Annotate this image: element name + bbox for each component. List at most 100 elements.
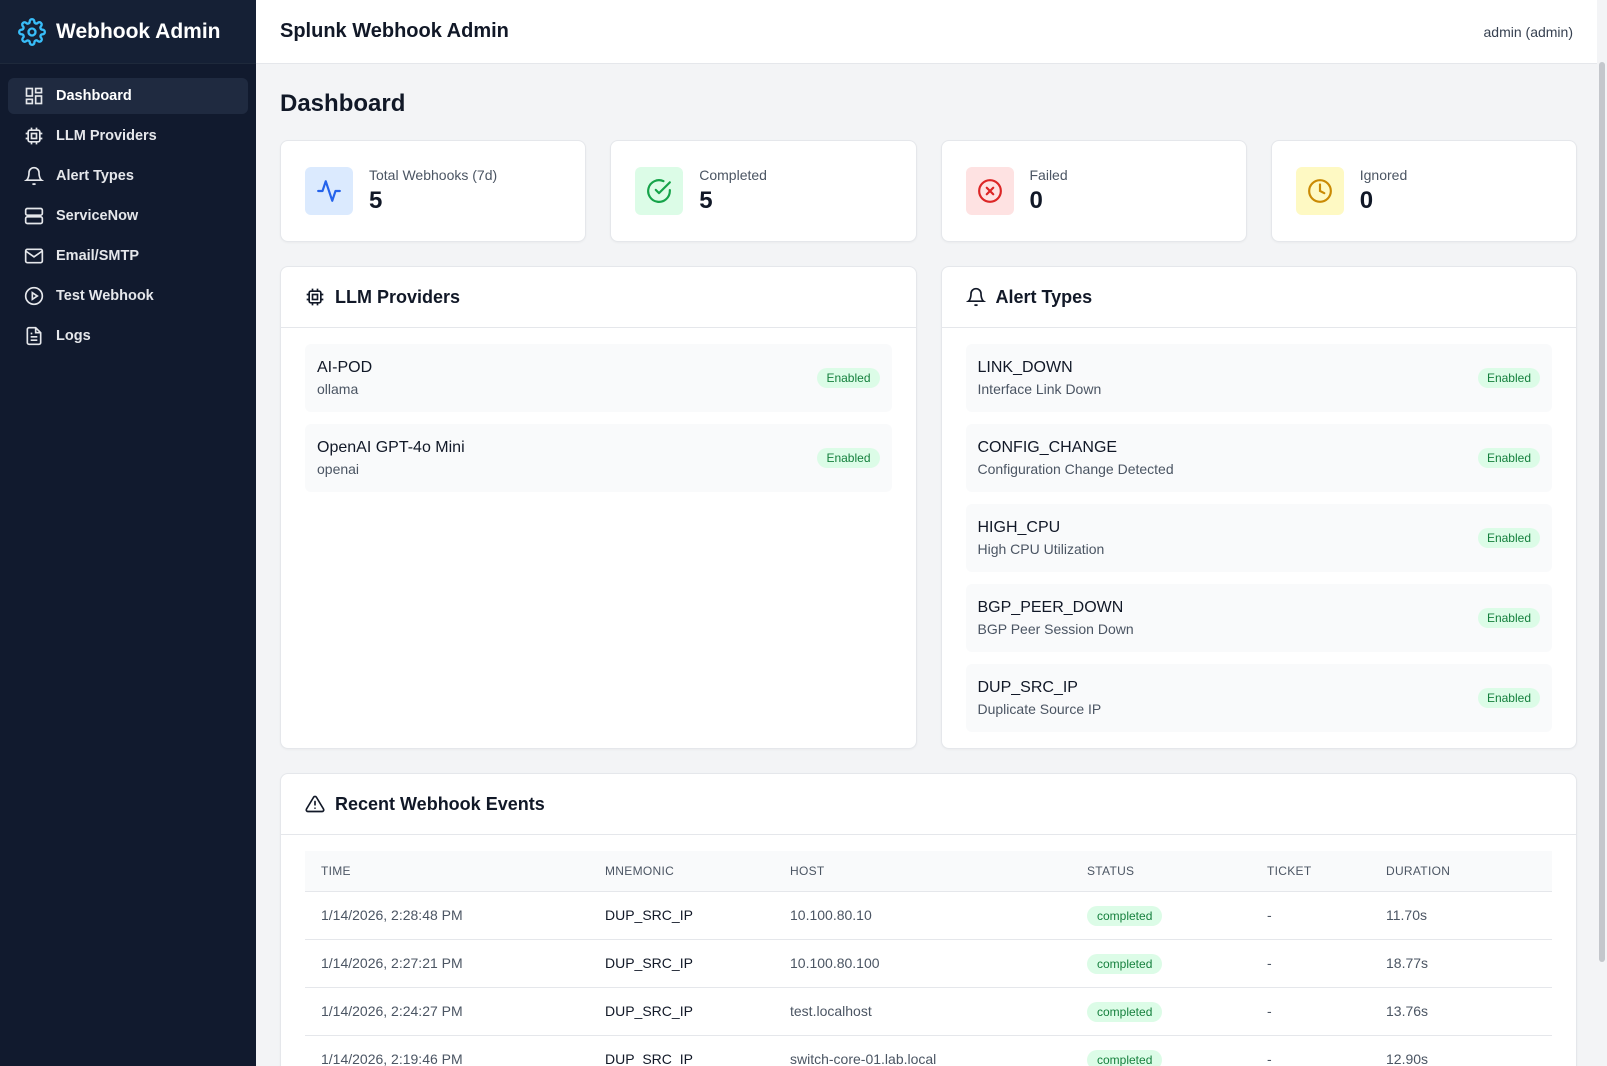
column-header-mnemonic[interactable]: MNEMONIC bbox=[589, 851, 774, 891]
panel-title: Alert Types bbox=[995, 286, 1093, 307]
table-row[interactable]: 1/14/2026, 2:27:21 PM DUP_SRC_IP 10.100.… bbox=[305, 938, 1552, 987]
scrollbar-thumb[interactable] bbox=[1599, 62, 1605, 962]
column-header-status[interactable]: STATUS bbox=[1071, 851, 1251, 891]
events-table: TIME MNEMONIC HOST STATUS TICKET DURATIO… bbox=[305, 851, 1552, 1066]
table-row[interactable]: 1/14/2026, 2:24:27 PM DUP_SRC_IP test.lo… bbox=[305, 986, 1552, 1035]
sidebar-item-alert-types[interactable]: Alert Types bbox=[8, 158, 248, 194]
table-row[interactable]: 1/14/2026, 2:19:46 PM DUP_SRC_IP switch-… bbox=[305, 1034, 1552, 1066]
stat-icon-box bbox=[305, 167, 353, 215]
sidebar-item-test-webhook[interactable]: Test Webhook bbox=[8, 278, 248, 314]
provider-type: ollama bbox=[317, 381, 359, 397]
scrollbar[interactable] bbox=[1597, 0, 1607, 1066]
list-item[interactable]: OpenAI GPT-4o Mini openai Enabled bbox=[305, 424, 892, 492]
clock-icon bbox=[1307, 179, 1332, 203]
status-badge: Enabled bbox=[817, 368, 880, 388]
alert-desc: Interface Link Down bbox=[977, 381, 1102, 397]
stat-label: Completed bbox=[699, 167, 767, 183]
column-header-duration[interactable]: DURATION bbox=[1370, 851, 1552, 891]
sidebar-item-llm-providers[interactable]: LLM Providers bbox=[8, 118, 248, 154]
sidebar-item-label: Alert Types bbox=[56, 168, 134, 184]
cell-time: 1/14/2026, 2:27:21 PM bbox=[305, 938, 589, 987]
alert-triangle-icon bbox=[305, 795, 325, 813]
provider-name: OpenAI GPT-4o Mini bbox=[317, 439, 465, 456]
stat-icon-box bbox=[965, 167, 1014, 215]
alert-desc: High CPU Utilization bbox=[977, 541, 1105, 557]
status-badge: Enabled bbox=[1477, 448, 1540, 468]
column-header-time[interactable]: TIME bbox=[305, 851, 589, 891]
cell-duration: 11.70s bbox=[1370, 890, 1552, 939]
list-item[interactable]: LINK_DOWN Interface Link Down Enabled bbox=[965, 344, 1552, 412]
server-icon bbox=[24, 207, 44, 225]
stat-card-completed: Completed 5 bbox=[610, 140, 917, 242]
stat-label: Ignored bbox=[1359, 167, 1408, 183]
panel-header: Alert Types bbox=[941, 267, 1576, 328]
provider-name: AI-POD bbox=[317, 359, 373, 376]
column-header-host[interactable]: HOST bbox=[774, 851, 1071, 891]
user-menu[interactable]: admin (admin) bbox=[1483, 23, 1573, 40]
sidebar-item-label: Test Webhook bbox=[56, 288, 154, 304]
page-title: Dashboard bbox=[280, 90, 406, 117]
cell-status: completed bbox=[1071, 1034, 1251, 1066]
play-circle-icon bbox=[24, 286, 44, 306]
sidebar-item-servicenow[interactable]: ServiceNow bbox=[8, 198, 248, 234]
cell-status: completed bbox=[1071, 986, 1251, 1035]
stat-value: 5 bbox=[699, 187, 713, 214]
check-circle-icon bbox=[647, 179, 672, 203]
alert-desc: Configuration Change Detected bbox=[977, 461, 1174, 477]
stat-card-ignored: Ignored 0 bbox=[1270, 140, 1577, 242]
list-item[interactable]: CONFIG_CHANGE Configuration Change Detec… bbox=[965, 424, 1552, 492]
cpu-icon bbox=[25, 127, 43, 145]
status-badge: Enabled bbox=[1477, 528, 1540, 548]
table-row[interactable]: 1/14/2026, 2:28:48 PM DUP_SRC_IP 10.100.… bbox=[305, 890, 1552, 939]
cell-host: switch-core-01.lab.local bbox=[774, 1034, 1071, 1066]
cell-host: test.localhost bbox=[774, 986, 1071, 1035]
cell-ticket: - bbox=[1251, 890, 1370, 939]
app-title: Splunk Webhook Admin bbox=[280, 20, 509, 42]
sidebar-item-label: Email/SMTP bbox=[56, 248, 139, 264]
cell-mnemonic: DUP_SRC_IP bbox=[589, 890, 774, 939]
sidebar-item-email-smtp[interactable]: Email/SMTP bbox=[8, 238, 248, 274]
sidebar-item-dashboard[interactable]: Dashboard bbox=[8, 78, 248, 114]
cell-status: completed bbox=[1071, 890, 1251, 939]
status-badge: completed bbox=[1087, 1050, 1163, 1066]
mail-icon bbox=[24, 248, 44, 264]
list-item[interactable]: BGP_PEER_DOWN BGP Peer Session Down Enab… bbox=[965, 584, 1552, 652]
llm-providers-panel: LLM Providers AI-POD ollama Enabled Open… bbox=[280, 266, 917, 749]
dashboard-icon bbox=[25, 87, 43, 105]
sidebar-item-logs[interactable]: Logs bbox=[8, 318, 248, 354]
status-badge: Enabled bbox=[1477, 608, 1540, 628]
panel-header: Recent Webhook Events bbox=[281, 774, 1576, 835]
status-badge: completed bbox=[1087, 1002, 1163, 1022]
cell-mnemonic: DUP_SRC_IP bbox=[589, 1034, 774, 1066]
cell-time: 1/14/2026, 2:24:27 PM bbox=[305, 986, 589, 1035]
stat-value: 0 bbox=[1359, 187, 1374, 214]
alert-desc: Duplicate Source IP bbox=[977, 701, 1102, 717]
stat-card-failed: Failed 0 bbox=[940, 140, 1247, 242]
main-content: Dashboard Total Webhooks (7d) 5 Complete… bbox=[280, 64, 1577, 1066]
cell-status: completed bbox=[1071, 938, 1251, 987]
status-badge: completed bbox=[1087, 906, 1163, 926]
status-badge: Enabled bbox=[1477, 368, 1540, 388]
cell-mnemonic: DUP_SRC_IP bbox=[589, 986, 774, 1035]
x-circle-icon bbox=[977, 179, 1002, 203]
table-header-row: TIME MNEMONIC HOST STATUS TICKET DURATIO… bbox=[305, 851, 1552, 891]
stat-value: 5 bbox=[369, 187, 383, 214]
list-item[interactable]: AI-POD ollama Enabled bbox=[305, 344, 892, 412]
list-item[interactable]: HIGH_CPU High CPU Utilization Enabled bbox=[965, 504, 1552, 572]
stat-label: Failed bbox=[1029, 167, 1068, 183]
list-item[interactable]: DUP_SRC_IP Duplicate Source IP Enabled bbox=[965, 664, 1552, 732]
panel-title: LLM Providers bbox=[335, 286, 461, 307]
cpu-icon bbox=[306, 288, 324, 306]
panel-title: Recent Webhook Events bbox=[335, 793, 545, 814]
stat-icon-box bbox=[1295, 167, 1344, 215]
top-header: Splunk Webhook Admin admin (admin) bbox=[256, 0, 1597, 64]
cell-host: 10.100.80.100 bbox=[774, 938, 1071, 987]
file-text-icon bbox=[26, 326, 42, 346]
stat-icon-box bbox=[635, 167, 684, 215]
sidebar-item-label: ServiceNow bbox=[56, 208, 139, 224]
cell-ticket: - bbox=[1251, 986, 1370, 1035]
sidebar: Webhook Admin Dashboard LLM Providers Al… bbox=[0, 0, 256, 1066]
column-header-ticket[interactable]: TICKET bbox=[1251, 851, 1370, 891]
brand[interactable]: Webhook Admin bbox=[0, 0, 256, 64]
alert-name: DUP_SRC_IP bbox=[977, 679, 1078, 696]
